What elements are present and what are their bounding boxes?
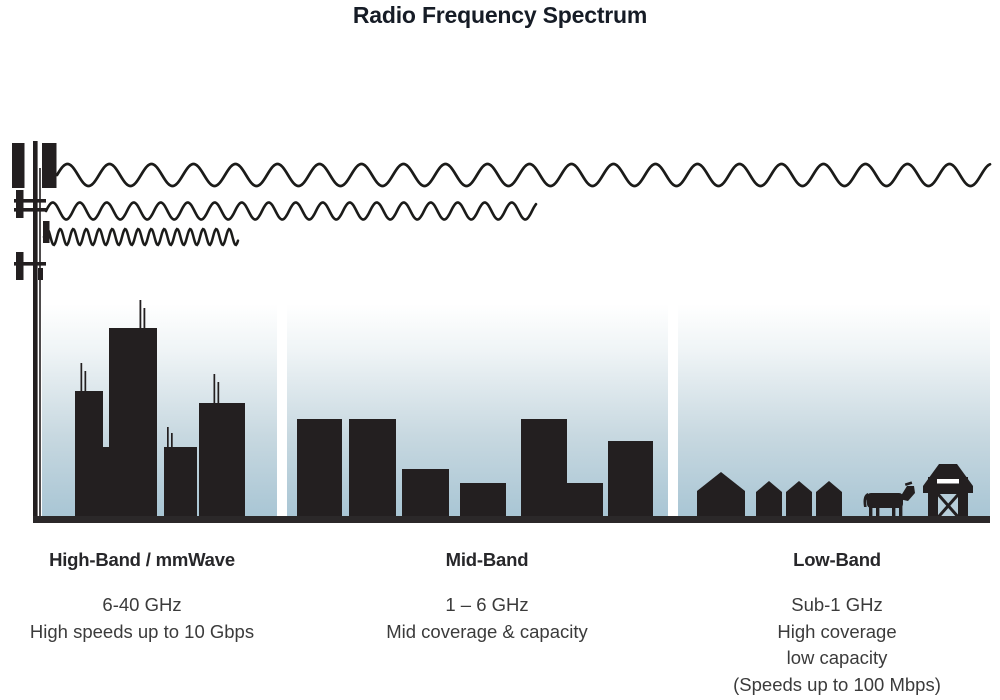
mid-band-frequency-range: 1 – 6 GHz: [445, 594, 529, 615]
low-band-caption: Low-Band Sub-1 GHz High coverage low cap…: [697, 549, 977, 698]
mid-band-wave-icon: [44, 201, 538, 221]
high-band-caption: High-Band / mmWave 6-40 GHz High speeds …: [2, 549, 282, 645]
low-band-frequency-range: Sub-1 GHz: [791, 594, 883, 615]
mid-band-description: Mid coverage & capacity: [386, 620, 588, 642]
house-icon: [697, 472, 745, 520]
high-band-frequency-range: 6-40 GHz: [102, 594, 182, 615]
spectrum-illustration: [12, 141, 992, 523]
house-icon: [816, 481, 842, 520]
cow-icon: [863, 481, 915, 517]
cell-tower-icon: [12, 141, 57, 520]
mid-rise-buildings: [297, 419, 653, 520]
mid-band-label: Mid-Band: [445, 549, 529, 570]
rural-scene: [697, 464, 973, 520]
high-band-label: High-Band / mmWave: [49, 549, 235, 570]
mid-band-caption: Mid-Band 1 – 6 GHz Mid coverage & capaci…: [347, 549, 627, 645]
low-band-description-capacity: low capacity: [786, 647, 888, 669]
low-band-label: Low-Band: [793, 549, 881, 570]
diagram-title: Radio Frequency Spectrum: [352, 2, 648, 28]
low-band-description-coverage: High coverage: [777, 620, 897, 642]
house-icon: [756, 481, 782, 520]
low-band-description-speed: (Speeds up to 100 Mbps): [733, 673, 941, 695]
high-band-description: High speeds up to 10 Gbps: [29, 620, 255, 642]
house-icon: [786, 481, 812, 520]
barn-vent: [937, 479, 959, 484]
ground-line: [33, 516, 990, 523]
rooftop-antennas: [80, 300, 220, 447]
city-skyline: [75, 300, 245, 520]
high-band-wave-icon: [42, 227, 240, 247]
low-band-wave-icon: [55, 162, 992, 188]
